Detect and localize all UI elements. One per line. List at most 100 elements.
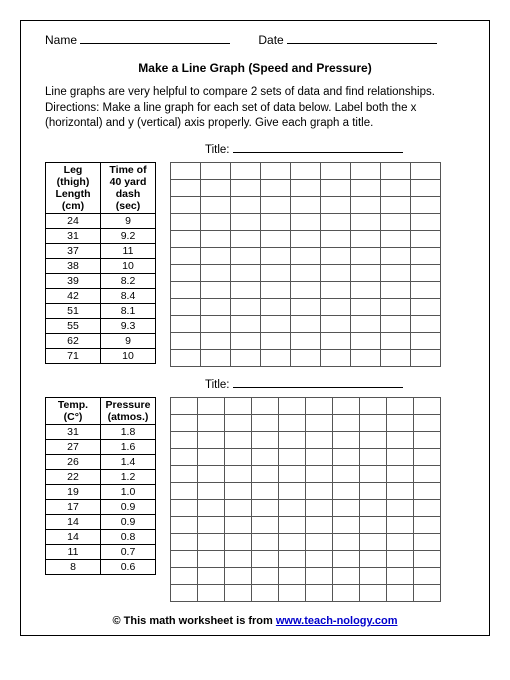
t1-cell: 71	[46, 349, 101, 364]
grid-cell	[411, 180, 441, 197]
grid-cell	[291, 333, 321, 350]
grid-cell	[306, 534, 333, 551]
t1-cell: 10	[101, 349, 156, 364]
grid-cell	[261, 163, 291, 180]
t2-cell: 22	[46, 469, 101, 484]
grid-cell	[351, 316, 381, 333]
grid-cell	[411, 299, 441, 316]
t2-cell: 26	[46, 454, 101, 469]
grid-cell	[351, 214, 381, 231]
grid-cell	[414, 585, 441, 602]
grid-cell	[387, 415, 414, 432]
grid-cell	[231, 299, 261, 316]
grid-cell	[387, 551, 414, 568]
grid-cell	[291, 350, 321, 367]
table-1: Leg (thigh) Length (cm) Time of 40 yard …	[45, 162, 156, 365]
grid-cell	[381, 163, 411, 180]
grid-cell	[198, 432, 225, 449]
grid-cell	[252, 449, 279, 466]
grid-cell	[225, 585, 252, 602]
grid-cell	[306, 483, 333, 500]
grid-cell	[333, 466, 360, 483]
grid-cell	[387, 568, 414, 585]
grid-cell	[321, 163, 351, 180]
t1-cell: 10	[101, 258, 156, 273]
grid-cell	[279, 466, 306, 483]
t1-col2-header: Time of 40 yard dash (sec)	[101, 162, 156, 213]
grid-cell	[252, 568, 279, 585]
grid-cell	[414, 551, 441, 568]
grid-cell	[360, 568, 387, 585]
grid-cell	[360, 449, 387, 466]
grid-cell	[171, 500, 198, 517]
t1-cell: 62	[46, 334, 101, 349]
grid-cell	[198, 466, 225, 483]
grid-cell	[381, 282, 411, 299]
grid-cell	[261, 180, 291, 197]
grid-cell	[279, 449, 306, 466]
name-blank[interactable]	[80, 43, 230, 44]
grid-cell	[333, 415, 360, 432]
grid-cell	[411, 350, 441, 367]
t2-cell: 8	[46, 560, 101, 575]
graph1-title-blank[interactable]	[233, 152, 403, 153]
grid-cell	[306, 500, 333, 517]
date-blank[interactable]	[287, 43, 437, 44]
grid-cell	[225, 568, 252, 585]
grid-cell	[333, 534, 360, 551]
grid-cell	[411, 163, 441, 180]
grid-cell	[414, 500, 441, 517]
grid-cell	[291, 214, 321, 231]
grid-cell	[171, 180, 201, 197]
grid-cell	[171, 265, 201, 282]
grid-cell	[321, 180, 351, 197]
t1-row: 3810	[46, 258, 156, 273]
t1-row: 559.3	[46, 319, 156, 334]
grid-cell	[411, 197, 441, 214]
grid-cell	[171, 231, 201, 248]
graph2-title-row: Title:	[205, 379, 465, 391]
grid-cell	[171, 248, 201, 265]
grid-cell	[198, 585, 225, 602]
t1-cell: 11	[101, 243, 156, 258]
t2-cell: 11	[46, 545, 101, 560]
grid-cell	[351, 299, 381, 316]
grid-cell	[360, 466, 387, 483]
t2-cell: 14	[46, 515, 101, 530]
grid-cell	[279, 500, 306, 517]
grid-cell	[387, 398, 414, 415]
t2-cell: 31	[46, 424, 101, 439]
t1-cell: 51	[46, 304, 101, 319]
grid-cell	[387, 483, 414, 500]
grid-cell	[231, 248, 261, 265]
t1-cell: 8.4	[101, 289, 156, 304]
date-field: Date	[258, 33, 437, 47]
t1-row: 249	[46, 213, 156, 228]
grid-cell	[231, 214, 261, 231]
t2-row: 221.2	[46, 469, 156, 484]
grid-cell	[171, 350, 201, 367]
grid-cell	[360, 585, 387, 602]
grid-cell	[279, 534, 306, 551]
t1-cell: 9	[101, 213, 156, 228]
t1-cell: 37	[46, 243, 101, 258]
grid-cell	[351, 197, 381, 214]
grid-cell	[321, 282, 351, 299]
grid-cell	[201, 214, 231, 231]
grid-cell	[333, 585, 360, 602]
t1-cell: 8.1	[101, 304, 156, 319]
grid-cell	[252, 432, 279, 449]
grid-cell	[171, 585, 198, 602]
graph2-title-blank[interactable]	[233, 387, 403, 388]
graph-grid-2[interactable]	[170, 397, 441, 602]
t1-row: 319.2	[46, 228, 156, 243]
grid-cell	[381, 299, 411, 316]
footer-link[interactable]: www.teach-nology.com	[276, 615, 398, 627]
graph-grid-1[interactable]	[170, 162, 441, 367]
grid-cell	[360, 398, 387, 415]
grid-cell	[321, 197, 351, 214]
grid-cell	[171, 432, 198, 449]
grid-cell	[291, 248, 321, 265]
grid-cell	[279, 398, 306, 415]
grid-cell	[351, 231, 381, 248]
